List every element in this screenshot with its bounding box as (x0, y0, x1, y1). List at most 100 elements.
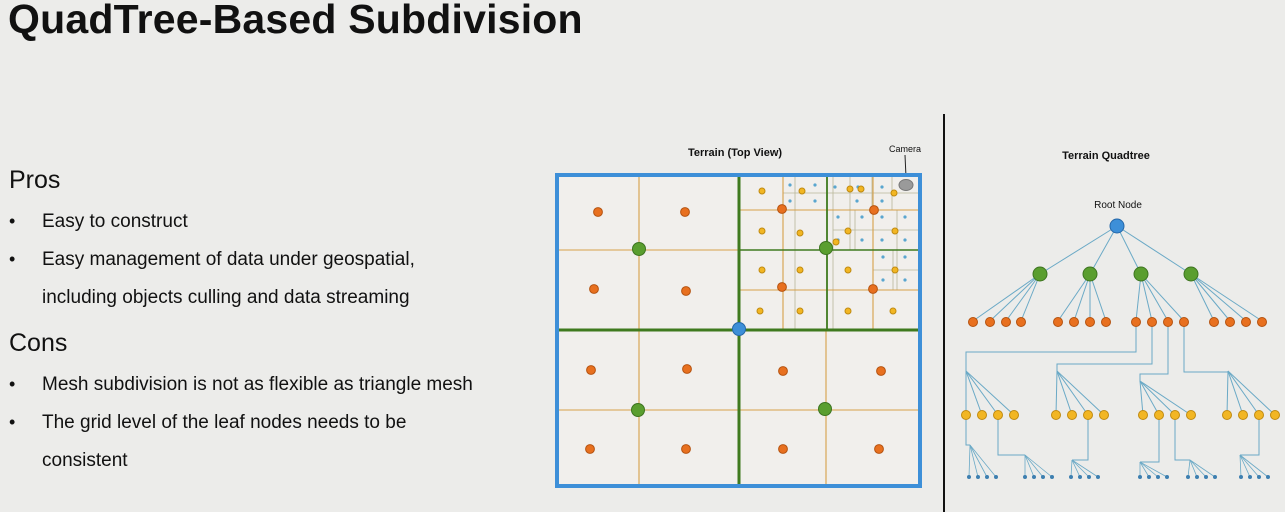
leaf-node (1239, 475, 1243, 479)
quadtree-title: Terrain Quadtree (1062, 150, 1150, 162)
leaf-node (1069, 475, 1073, 479)
tree-edge (1024, 454, 1044, 478)
pros-bullet-text: Easy to construct (42, 211, 188, 232)
tree-elbow-edge (1183, 321, 1229, 373)
level1-node (1082, 266, 1098, 282)
yellow-node (796, 266, 804, 274)
pros-bullet-text: including objects culling and data strea… (42, 287, 410, 308)
level2-node (1016, 317, 1026, 327)
tree-edge (1070, 459, 1073, 478)
tree-edge (1190, 273, 1263, 322)
level3-node (1099, 410, 1109, 420)
level3-node (1222, 410, 1232, 420)
yellow-node (798, 187, 806, 195)
tree-edge (1140, 273, 1153, 322)
tree-edge (969, 444, 988, 478)
orange-node (777, 282, 787, 292)
tree-edge (1056, 370, 1089, 416)
green-node (819, 241, 833, 255)
orange-node (874, 444, 884, 454)
level2-node (1209, 317, 1219, 327)
tree-edge (1020, 273, 1041, 322)
yellow-node (758, 266, 766, 274)
bullet-dot: • (9, 249, 16, 269)
level2-node (1069, 317, 1079, 327)
leaf-point (813, 199, 817, 203)
tree-edge (1055, 370, 1058, 416)
level3-node (1067, 410, 1077, 420)
bullet-dot: • (9, 374, 16, 394)
cons-bullet-text: The grid level of the leaf nodes needs t… (42, 412, 407, 433)
tree-edge (1116, 225, 1192, 275)
level2-node (1225, 317, 1235, 327)
tree-edge (1056, 370, 1105, 416)
tree-edge (1227, 370, 1276, 416)
tree-edge (1190, 273, 1247, 322)
leaf-node (1147, 475, 1151, 479)
level2-node (1241, 317, 1251, 327)
tree-edge (1139, 461, 1150, 478)
leaf-node (1138, 475, 1142, 479)
leaf-point (813, 183, 817, 187)
yellow-node (758, 187, 766, 195)
leaf-node (1266, 475, 1270, 479)
level3-node (1170, 410, 1180, 420)
leaf-node (1248, 475, 1252, 479)
tree-edge (1024, 454, 1035, 478)
yellow-node (891, 227, 899, 235)
leaf-point (903, 215, 907, 219)
tree-edge (1239, 454, 1269, 478)
camera-label: Camera (889, 144, 921, 154)
leaf-point (903, 255, 907, 259)
pros-bullet-text: Easy management of data under geospatial… (42, 249, 415, 270)
level2-node (1179, 317, 1189, 327)
tree-edge (1139, 461, 1159, 478)
leaf-point (788, 183, 792, 187)
green-node (631, 403, 645, 417)
level2-node (1147, 317, 1157, 327)
tree-edge (1116, 225, 1142, 275)
yellow-node (758, 227, 766, 235)
leaf-point (833, 185, 837, 189)
leaf-node (1195, 475, 1199, 479)
tree-edge (1071, 459, 1081, 478)
leaf-node (1023, 475, 1027, 479)
orange-node (681, 444, 691, 454)
leaf-node (1096, 475, 1100, 479)
terrain-top-view (555, 173, 922, 488)
root-node (1109, 218, 1125, 234)
level3-node (1270, 410, 1280, 420)
orange-node (777, 204, 787, 214)
tree-edge (965, 370, 1015, 416)
leaf-node (967, 475, 971, 479)
tree-edge (1187, 459, 1191, 478)
tree-edge (1039, 225, 1118, 275)
tree-elbow-edge (997, 418, 1025, 456)
yellow-node (846, 185, 854, 193)
level2-node (1001, 317, 1011, 327)
tree-elbow-edge (1139, 321, 1169, 381)
yellow-node (890, 189, 898, 197)
tree-edge (1189, 459, 1216, 478)
tree-edge (1190, 273, 1231, 322)
level3-node (1254, 410, 1264, 420)
level2-node (1085, 317, 1095, 327)
leaf-node (1257, 475, 1261, 479)
tree-edge (1005, 273, 1041, 322)
level3-node (961, 410, 971, 420)
terrain-quadtree (961, 218, 1280, 479)
leaf-node (985, 475, 989, 479)
level3-node (1238, 410, 1248, 420)
tree-elbow-edge (1240, 418, 1260, 456)
tree-edge (1239, 454, 1260, 478)
root-node-label: Root Node (1094, 200, 1142, 211)
leaf-point (881, 255, 885, 259)
bullet-dot: • (9, 211, 16, 231)
level1-node (1183, 266, 1199, 282)
level2-node (1053, 317, 1063, 327)
tree-edge (989, 273, 1041, 322)
tree-edge (965, 370, 999, 416)
yellow-node (857, 185, 865, 193)
yellow-node (844, 227, 852, 235)
level1-node (1133, 266, 1149, 282)
